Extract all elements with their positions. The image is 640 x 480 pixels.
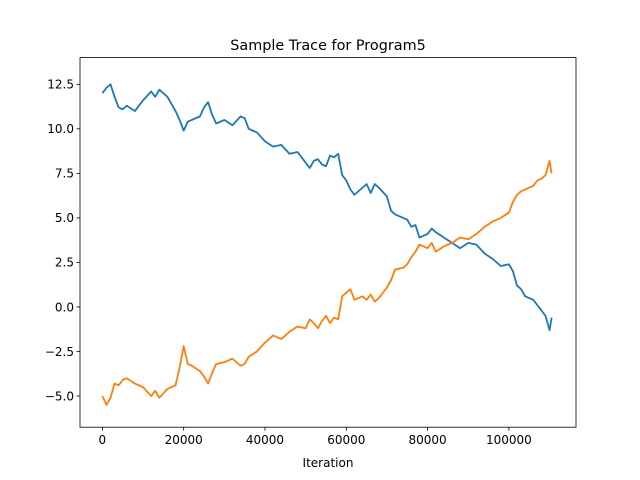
y-tick-label: 2.5 <box>55 256 74 270</box>
x-tick-label: 0 <box>99 433 107 447</box>
y-tick-label: 0.0 <box>55 300 74 314</box>
y-tick-label: 10.0 <box>47 122 74 136</box>
axes-frame <box>79 57 577 428</box>
x-tick-label: 60000 <box>327 433 365 447</box>
x-tick-label: 100000 <box>486 433 532 447</box>
plot-area <box>101 83 553 406</box>
y-tick-label: 5.0 <box>55 211 74 225</box>
y-tick-label: 7.5 <box>55 167 74 181</box>
series-1-line <box>101 83 553 332</box>
x-axis: 0 20000 40000 60000 80000 100000 <box>99 427 532 447</box>
x-tick-label: 20000 <box>165 433 203 447</box>
y-tick-label: 12.5 <box>47 78 74 92</box>
y-axis: −5.0 −2.5 0.0 2.5 5.0 7.5 10.0 12.5 <box>45 78 80 403</box>
x-tick-label: 40000 <box>246 433 284 447</box>
y-tick-label: −5.0 <box>45 389 74 403</box>
x-axis-label: Iteration <box>303 456 354 470</box>
chart-title: Sample Trace for Program5 <box>230 38 426 54</box>
x-tick-label: 80000 <box>409 433 447 447</box>
series-2-line <box>101 160 553 406</box>
y-tick-label: −2.5 <box>45 345 74 359</box>
